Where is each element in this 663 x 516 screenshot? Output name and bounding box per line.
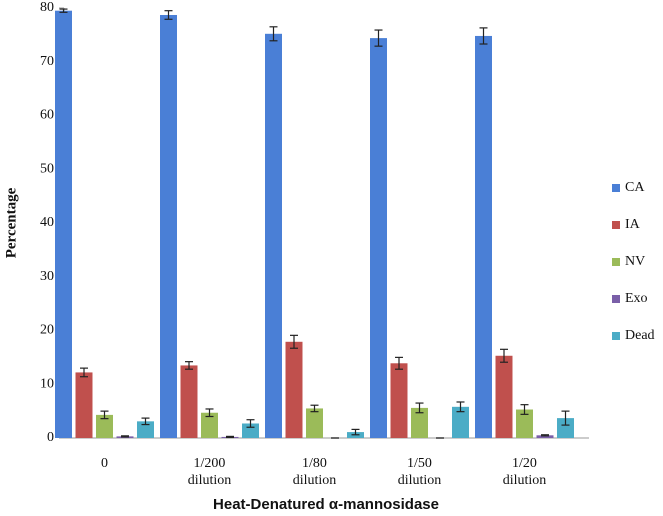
- y-tick-label: 0: [47, 430, 54, 445]
- legend-swatch: [612, 295, 620, 303]
- x-tick-label: 1/50 dilution: [397, 456, 442, 488]
- bar: [452, 406, 469, 438]
- bar: [370, 38, 387, 438]
- y-tick-label: 60: [40, 108, 54, 123]
- legend-swatch: [612, 258, 620, 266]
- bar: [390, 363, 408, 438]
- error-bar: [205, 408, 214, 418]
- bar: [201, 412, 218, 438]
- y-tick-label: 70: [40, 54, 54, 69]
- bar: [411, 407, 428, 438]
- error-bar: [269, 26, 278, 42]
- legend-swatch: [612, 332, 620, 340]
- bar: [475, 35, 492, 438]
- error-bar: [395, 356, 403, 370]
- error-bar: [561, 410, 570, 426]
- legend-swatch: [612, 184, 620, 192]
- bar: [180, 365, 198, 438]
- legend-label: Dead: [625, 328, 655, 343]
- bar: [160, 14, 177, 439]
- y-tick-label: 40: [40, 215, 54, 230]
- error-bar: [351, 428, 360, 436]
- bar: [557, 418, 574, 438]
- y-tick-label: 80: [40, 0, 54, 15]
- y-tick-label: 30: [40, 269, 54, 284]
- legend-label: Exo: [625, 291, 648, 306]
- error-bar: [246, 419, 255, 428]
- x-axis-label: Heat-Denatured α-mannosidase: [213, 496, 439, 513]
- error-bar: [80, 367, 88, 378]
- y-tick-label: 20: [40, 323, 54, 338]
- error-bar: [520, 404, 529, 415]
- legend-label: CA: [625, 180, 645, 195]
- error-bar: [141, 417, 150, 426]
- bar: [265, 33, 282, 439]
- error-bar: [415, 402, 424, 414]
- x-tick-label: 1/80 dilution: [292, 456, 337, 488]
- error-bar: [500, 348, 508, 363]
- bar: [96, 414, 113, 438]
- x-tick-label: 1/200 dilution: [187, 456, 232, 488]
- error-bar: [479, 27, 488, 45]
- error-bar: [541, 434, 549, 437]
- error-bar: [100, 410, 109, 420]
- y-tick-label: 10: [40, 376, 54, 391]
- error-bar: [374, 29, 383, 47]
- legend-label: IA: [625, 217, 641, 232]
- legend-swatch: [612, 221, 620, 229]
- error-bar: [290, 334, 298, 349]
- x-tick-label: 1/20 dilution: [502, 456, 547, 488]
- y-tick-label: 50: [40, 161, 54, 176]
- legend-label: NV: [625, 254, 645, 269]
- bar: [55, 10, 72, 438]
- bar: [285, 341, 303, 438]
- error-bar: [226, 435, 234, 439]
- bar: [495, 355, 513, 438]
- bar: [536, 435, 554, 438]
- error-bar: [310, 404, 319, 413]
- error-bar: [59, 8, 68, 13]
- x-tick-label: 0: [101, 456, 108, 471]
- error-bar: [121, 435, 129, 438]
- y-axis-label: Percentage: [3, 187, 19, 258]
- bar: [306, 408, 323, 438]
- error-bar: [185, 361, 193, 370]
- error-bar: [164, 10, 173, 20]
- bar: [75, 372, 93, 438]
- bar: [242, 423, 259, 438]
- bar: [516, 409, 533, 438]
- bar: [137, 421, 154, 438]
- error-bar: [456, 401, 465, 413]
